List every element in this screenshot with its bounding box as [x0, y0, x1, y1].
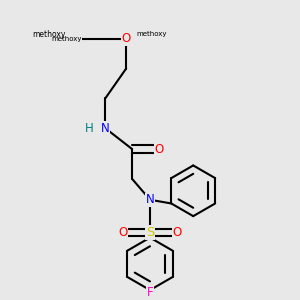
- Text: S: S: [146, 226, 154, 239]
- Text: O: O: [154, 142, 164, 156]
- Text: N: N: [101, 122, 110, 135]
- Text: N: N: [146, 193, 154, 206]
- Text: O: O: [122, 32, 131, 45]
- Text: H: H: [85, 122, 93, 135]
- Text: O: O: [118, 226, 128, 239]
- Text: methoxy: methoxy: [136, 31, 167, 37]
- Text: O: O: [122, 32, 131, 45]
- Text: O: O: [122, 32, 131, 45]
- Text: methoxy: methoxy: [51, 36, 82, 42]
- Text: F: F: [147, 286, 153, 299]
- Text: methoxy: methoxy: [32, 30, 65, 39]
- Text: O: O: [172, 226, 182, 239]
